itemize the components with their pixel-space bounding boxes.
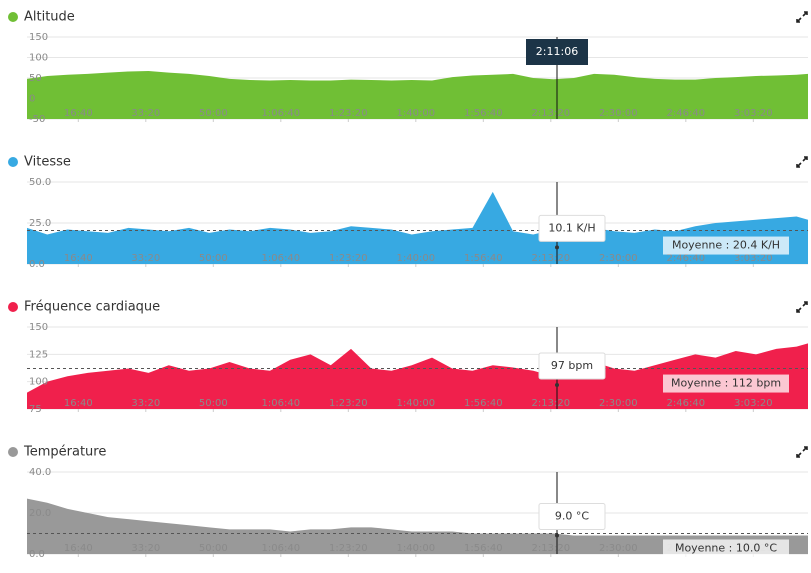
y-tick-label: 25.0 (29, 218, 51, 229)
x-tick-label: 1:06:40 (262, 543, 301, 554)
legend-dot (8, 302, 18, 312)
y-tick-label: 100 (29, 377, 48, 388)
chart-title: Fréquence cardiaque (24, 300, 160, 315)
expand-icon[interactable] (796, 301, 808, 313)
x-tick-label: 1:40:00 (397, 253, 436, 264)
x-tick-label: 16:40 (64, 108, 93, 119)
x-tick-label: 33:20 (131, 253, 160, 264)
average-box (663, 374, 789, 393)
x-tick-label: 2:46:40 (667, 398, 706, 409)
x-tick-label: 2:13:20 (532, 543, 571, 554)
x-tick-label: 1:23:20 (329, 108, 368, 119)
x-tick-label: 2:30:00 (599, 108, 638, 119)
x-tick-label: 2:13:20 (532, 108, 571, 119)
chart-panel: Vitesse 0.0 25.0 50.0 16:40 33:20 50:00 1:06:40… (8, 155, 808, 270)
x-tick-label: 3:03:20 (734, 398, 773, 409)
x-tick-label: 2:30:00 (599, 543, 638, 554)
x-tick-label: 1:56:40 (464, 398, 503, 409)
tooltip-label: 9.0 °C (555, 510, 589, 523)
y-tick-label: 0 (29, 94, 35, 105)
x-tick-label: 2:46:40 (667, 253, 706, 264)
average-label: Moyenne : 10.0 °C (675, 542, 777, 555)
x-tick-label: 33:20 (131, 108, 160, 119)
chart-panel: Altitude -50 0 50 100 150 16:40 33:20 50:00 1:06:… (8, 10, 808, 125)
x-tick-label: 1:23:20 (329, 253, 368, 264)
average-label: Moyenne : 112 bpm (671, 377, 781, 390)
cursor-point (555, 245, 559, 250)
y-tick-label: 125 (29, 349, 48, 360)
expand-arrow (796, 11, 808, 23)
x-tick-label: 50:00 (199, 253, 228, 264)
legend-dot (8, 157, 18, 167)
y-tick-label: 0.0 (29, 259, 45, 270)
expand-icon[interactable] (796, 11, 808, 23)
x-tick-label: 1:40:00 (397, 398, 436, 409)
area (27, 343, 808, 409)
chart-title: Température (23, 445, 106, 460)
x-tick-label: 1:06:40 (262, 398, 301, 409)
chart-title: Altitude (24, 10, 75, 25)
legend-dot (8, 12, 18, 22)
x-tick-label: 2:13:20 (532, 253, 571, 264)
y-tick-label: 150 (29, 32, 48, 43)
average-label: Moyenne : 20.4 K/H (672, 239, 780, 252)
x-tick-label: 3:03:20 (734, 253, 773, 264)
average-box (663, 539, 789, 558)
average-box (663, 236, 789, 255)
cursor-time: 2:11:06 (536, 45, 578, 58)
expand-arrow (796, 301, 808, 313)
y-tick-label: 75 (29, 404, 42, 415)
expand-arrow (796, 446, 808, 458)
cursor-time-box (526, 39, 588, 65)
x-tick-label: 1:56:40 (464, 543, 503, 554)
chart-panel: Fréquence cardiaque 75 100 125 150 16:40 33:20… (8, 300, 808, 415)
tooltip-label: 10.1 K/H (548, 221, 595, 234)
area (27, 71, 808, 119)
x-tick-label: 2:30:00 (599, 253, 638, 264)
expand-arrow (796, 156, 808, 168)
tooltip-box (538, 503, 606, 531)
x-tick-label: 1:23:20 (329, 398, 368, 409)
y-tick-label: 0.0 (29, 549, 45, 560)
y-tick-label: 150 (29, 322, 48, 333)
x-tick-label: 1:56:40 (464, 253, 503, 264)
x-tick-label: 1:40:00 (397, 108, 436, 119)
legend-dot (8, 447, 18, 457)
y-tick-label: 50 (29, 73, 42, 84)
x-tick-label: 2:13:20 (532, 398, 571, 409)
cursor-point (555, 533, 559, 538)
x-tick-label: 2:30:00 (599, 398, 638, 409)
chart-title: Vitesse (24, 155, 71, 170)
x-tick-label: 1:40:00 (397, 543, 436, 554)
y-tick-label: 40.0 (29, 467, 51, 478)
expand-icon[interactable] (796, 446, 808, 458)
x-tick-label: 2:46:40 (667, 108, 706, 119)
x-tick-label: 1:23:20 (329, 543, 368, 554)
x-tick-label: 33:20 (131, 398, 160, 409)
area (27, 498, 808, 554)
y-tick-label: -50 (29, 114, 45, 125)
x-tick-label: 16:40 (64, 398, 93, 409)
x-tick-label: 3:03:20 (734, 108, 773, 119)
y-tick-label: 20.0 (29, 508, 51, 519)
x-tick-label: 1:56:40 (464, 108, 503, 119)
x-tick-label: 16:40 (64, 543, 93, 554)
tooltip-box (538, 214, 606, 242)
x-tick-label: 1:06:40 (262, 253, 301, 264)
x-tick-label: 50:00 (199, 108, 228, 119)
x-tick-label: 50:00 (199, 398, 228, 409)
tooltip-box (538, 352, 606, 380)
cursor-point (555, 382, 559, 387)
y-tick-label: 100 (29, 53, 48, 64)
x-tick-label: 33:20 (131, 543, 160, 554)
area (27, 191, 808, 264)
x-tick-label: 16:40 (64, 253, 93, 264)
x-tick-label: 1:06:40 (262, 108, 301, 119)
tooltip-label: 97 bpm (551, 359, 593, 372)
chart-panel: Température 0.0 20.0 40.0 16:40 33:20 50:00 1:0… (8, 445, 808, 560)
y-tick-label: 50.0 (29, 177, 51, 188)
expand-icon[interactable] (796, 156, 808, 168)
x-tick-label: 50:00 (199, 543, 228, 554)
